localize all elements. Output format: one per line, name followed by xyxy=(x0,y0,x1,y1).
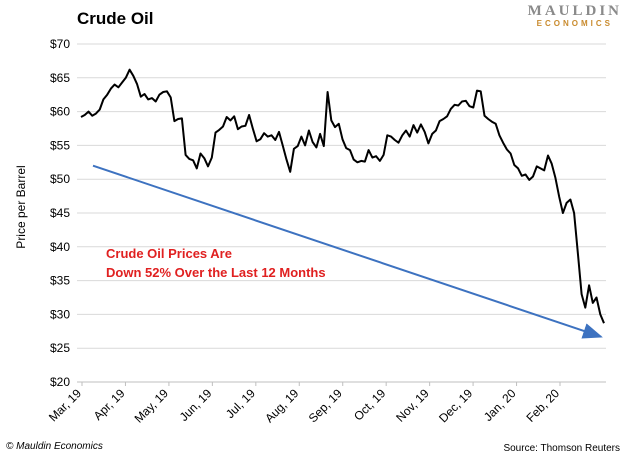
mauldin-economics-logo: MAULDIN ECONOMICS xyxy=(528,4,622,28)
y-tick-label: $20 xyxy=(50,375,70,389)
y-tick-label: $40 xyxy=(50,240,70,254)
y-tick-label: $60 xyxy=(50,105,70,119)
chart-title: Crude Oil xyxy=(77,9,154,28)
x-tick-label: Mar, 19 xyxy=(46,386,84,424)
price-series-line xyxy=(80,68,605,324)
x-tick-label: Oct, 19 xyxy=(351,386,388,423)
trend-arrow xyxy=(92,164,603,339)
y-tick-label: $65 xyxy=(50,71,70,85)
y-tick-label: $55 xyxy=(50,138,70,152)
x-tick-label: Jun, 19 xyxy=(177,386,215,424)
x-tick-label: Dec, 19 xyxy=(436,386,475,425)
annotation-text: Crude Oil Prices Are xyxy=(106,246,232,261)
x-tick-label: Nov, 19 xyxy=(393,386,432,425)
y-tick-label: $50 xyxy=(50,172,70,186)
annotation-text: Down 52% Over the Last 12 Months xyxy=(106,265,326,280)
x-tick-label: May, 19 xyxy=(132,386,172,426)
x-tick-label: Sep, 19 xyxy=(306,386,345,425)
y-tick-label: $25 xyxy=(50,341,70,355)
y-tick-label: $45 xyxy=(50,206,70,220)
source-footer: Source: Thomson Reuters xyxy=(503,443,620,454)
logo-text-bottom: ECONOMICS xyxy=(536,19,613,28)
x-tick-label: Feb, 20 xyxy=(523,386,562,425)
x-tick-label: Apr, 19 xyxy=(91,386,128,423)
logo-text-top: MAULDIN xyxy=(527,3,622,19)
copyright-footer: © Mauldin Economics xyxy=(6,441,103,452)
x-tick-label: Jan, 20 xyxy=(481,386,519,424)
y-tick-label: $35 xyxy=(50,274,70,288)
x-tick-label: Aug, 19 xyxy=(262,386,301,425)
x-tick-label: Jul, 19 xyxy=(223,386,258,421)
y-tick-label: $70 xyxy=(50,37,70,51)
y-tick-label: $30 xyxy=(50,307,70,321)
